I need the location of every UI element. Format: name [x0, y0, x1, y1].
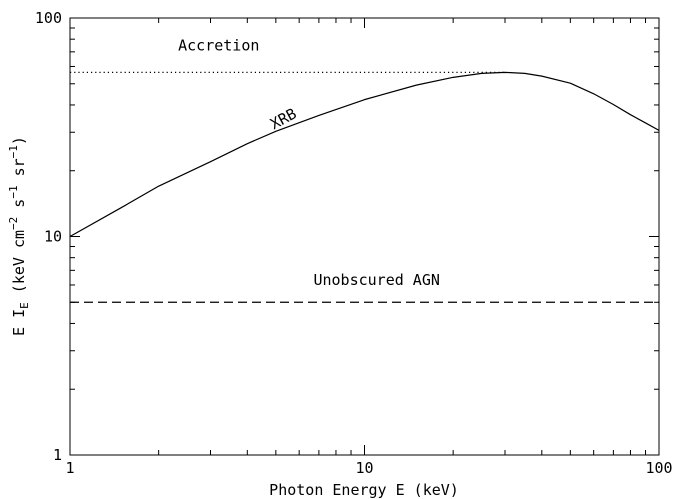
y-label-exp2: −1	[7, 185, 20, 198]
annotation-accretion: Accretion	[178, 37, 259, 55]
y-label-mid2: sr	[10, 158, 28, 185]
y-axis-label: E IE (keV cm−2 s−1 sr−1)	[7, 136, 31, 336]
y-tick-label: 10	[44, 228, 62, 246]
y-label-exp1: −2	[7, 217, 20, 230]
x-tick-label: 100	[645, 459, 672, 477]
x-tick-label: 10	[355, 459, 373, 477]
y-label-mid1: s	[10, 199, 28, 217]
series-line-xrb	[69, 71, 660, 238]
y-label-prefix-sub: E	[18, 302, 31, 309]
axis-tick-labels: 1 10 100 1 10 100	[35, 9, 673, 477]
annotation-unobscured-agn: Unobscured AGN	[313, 271, 439, 289]
series-group	[69, 71, 660, 303]
x-tick-label: 1	[65, 459, 74, 477]
y-label-paren-close: )	[10, 136, 28, 145]
annotation-xrb: XRB	[267, 104, 299, 133]
x-axis-label: Photon Energy E (keV)	[269, 481, 459, 499]
annotations-group: Accretion XRB Unobscured AGN	[178, 37, 440, 289]
y-label-paren-open: (keV cm	[10, 230, 28, 302]
y-label-exp3: −1	[7, 145, 20, 158]
y-label-prefix: E I	[10, 309, 28, 336]
axis-ticks	[69, 18, 659, 456]
y-tick-label: 100	[35, 9, 62, 27]
y-tick-label: 1	[53, 446, 62, 464]
